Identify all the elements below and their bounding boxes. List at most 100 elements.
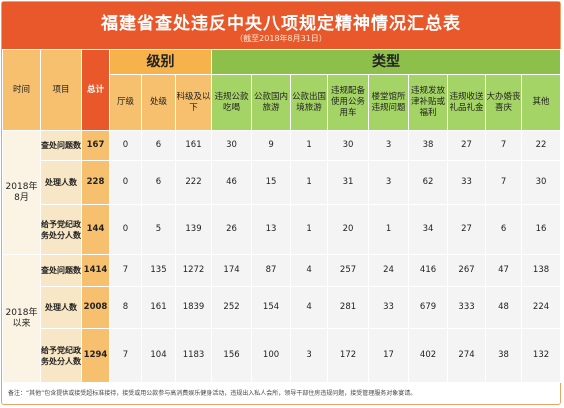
table-cell: 0	[109, 204, 142, 255]
table-cell: 0	[109, 160, 142, 205]
header-type-gifts: 违规收送礼品礼金	[447, 74, 487, 131]
table-cell: 3	[368, 160, 410, 205]
table-cell: 1	[290, 160, 329, 205]
header-type-other: 其他	[521, 74, 562, 131]
row-total: 144	[81, 204, 110, 255]
table-cell: 38	[408, 130, 449, 161]
table-cell: 132	[521, 328, 562, 383]
table-cell: 257	[327, 254, 370, 287]
table-cell: 7	[109, 328, 142, 383]
header-type-dining: 违规公款吃喝	[211, 74, 253, 131]
table-cell: 139	[174, 204, 213, 255]
header-type-ceremonies: 大办婚丧喜庆	[485, 74, 523, 131]
table-cell: 154	[251, 286, 292, 329]
table-cell: 6	[141, 130, 176, 161]
table-cell: 156	[211, 328, 253, 383]
table-row: 给予党纪政务处分人数 144 0 5 139 26 13 1 20 1 34 2…	[3, 204, 562, 255]
table-cell: 24	[368, 254, 410, 287]
table-cell: 4	[290, 286, 329, 329]
table-cell: 1	[290, 130, 329, 161]
row-total: 2008	[81, 286, 110, 329]
table-cell: 679	[408, 286, 449, 329]
table-cell: 252	[211, 286, 253, 329]
table-cell: 9	[251, 130, 292, 161]
header-level-group: 级别	[108, 49, 213, 75]
row-total: 1414	[81, 254, 110, 287]
row-label: 处理人数	[40, 286, 82, 329]
table-cell: 33	[447, 160, 487, 205]
table-cell: 267	[447, 254, 487, 287]
header-type-group: 类型	[211, 49, 562, 75]
table-cell: 20	[327, 204, 370, 255]
table-cell: 174	[211, 254, 253, 287]
table-cell: 38	[485, 328, 523, 383]
table-cell: 1	[290, 204, 329, 255]
row-label: 处理人数	[40, 160, 82, 205]
table-cell: 161	[141, 286, 176, 329]
table-cell: 26	[211, 204, 253, 255]
table-row: 给予党纪政务处分人数 1294 7 104 1183 156 100 3 172…	[3, 328, 562, 383]
table-cell: 17	[368, 328, 410, 383]
table-cell: 1839	[174, 286, 213, 329]
table-cell: 172	[327, 328, 370, 383]
header-level-bureau: 厅级	[109, 74, 142, 131]
table-cell: 30	[327, 130, 370, 161]
table-cell: 135	[141, 254, 176, 287]
table-cell: 16	[521, 204, 562, 255]
table-cell: 1	[368, 204, 410, 255]
header-time: 时间	[2, 49, 41, 131]
header-level-section: 科级及以下	[174, 74, 213, 131]
table-cell: 27	[447, 204, 487, 255]
table-cell: 161	[174, 130, 213, 161]
table-cell: 47	[485, 254, 523, 287]
table-cell: 7	[109, 254, 142, 287]
table-cell: 48	[485, 286, 523, 329]
table-cell: 8	[109, 286, 142, 329]
table-cell: 104	[141, 328, 176, 383]
table-cell: 7	[485, 130, 523, 161]
table-cell: 100	[251, 328, 292, 383]
header-type-official-car: 违规配备使用公务用车	[327, 74, 370, 131]
footnote: 备注：“其他”包含提供或接受超标准接待，接受或用公款参与高消费娱乐健身活动，违规…	[8, 390, 417, 397]
table-cell: 13	[251, 204, 292, 255]
table-cell: 333	[447, 286, 487, 329]
table-cell: 34	[408, 204, 449, 255]
header-type-overseas-travel: 公款出国境旅游	[290, 74, 329, 131]
table-row: 2018年8月 查处问题数 167 0 6 161 30 9 1 30 3 38…	[2, 130, 562, 255]
header-type-allowances: 违规发放津补贴或福利	[408, 74, 449, 131]
table-cell: 33	[368, 286, 410, 329]
table-cell: 22	[521, 130, 562, 161]
table-cell: 3	[290, 328, 329, 383]
table-cell: 30	[521, 160, 562, 205]
summary-table: 时间 项目 总计 级别 类型 厅级 处级 科级及以下 违规公款吃喝 公款国内旅游…	[2, 49, 562, 383]
title-bar: 福建省查处违反中央八项规定精神情况汇总表 （截至2018年8月31日）	[2, 2, 560, 49]
table-cell: 4	[290, 254, 329, 287]
table-cell: 3	[368, 130, 410, 161]
table-row: 处理人数 228 0 6 222 46 15 1 31 3 62 33 7 30	[3, 160, 562, 205]
table-cell: 222	[174, 160, 213, 205]
row-total: 1294	[81, 328, 110, 383]
page-title: 福建省查处违反中央八项规定精神情况汇总表	[101, 14, 461, 34]
table-cell: 0	[109, 130, 142, 161]
header-total: 总计	[81, 49, 110, 131]
table-cell: 46	[211, 160, 253, 205]
table-cell: 1183	[174, 328, 213, 383]
table-cell: 138	[521, 254, 562, 287]
table-cell: 416	[408, 254, 449, 287]
header-item: 项目	[40, 49, 82, 131]
table-cell: 274	[447, 328, 487, 383]
header-type-buildings: 楼堂馆所违规问题	[368, 74, 410, 131]
table-row: 2018年以来 查处问题数 1414 7 135 1272 174 87 4 2…	[2, 254, 562, 383]
row-label: 给予党纪政务处分人数	[40, 328, 82, 383]
period-label: 2018年8月	[2, 130, 41, 255]
page-subtitle: （截至2018年8月31日）	[235, 34, 327, 43]
row-label: 查处问题数	[40, 254, 82, 287]
row-label: 给予党纪政务处分人数	[40, 204, 82, 255]
table-cell: 31	[327, 160, 370, 205]
table-cell: 87	[251, 254, 292, 287]
table-cell: 7	[485, 160, 523, 205]
header-type-domestic-travel: 公款国内旅游	[251, 74, 292, 131]
table-cell: 15	[251, 160, 292, 205]
row-label: 查处问题数	[40, 130, 82, 161]
